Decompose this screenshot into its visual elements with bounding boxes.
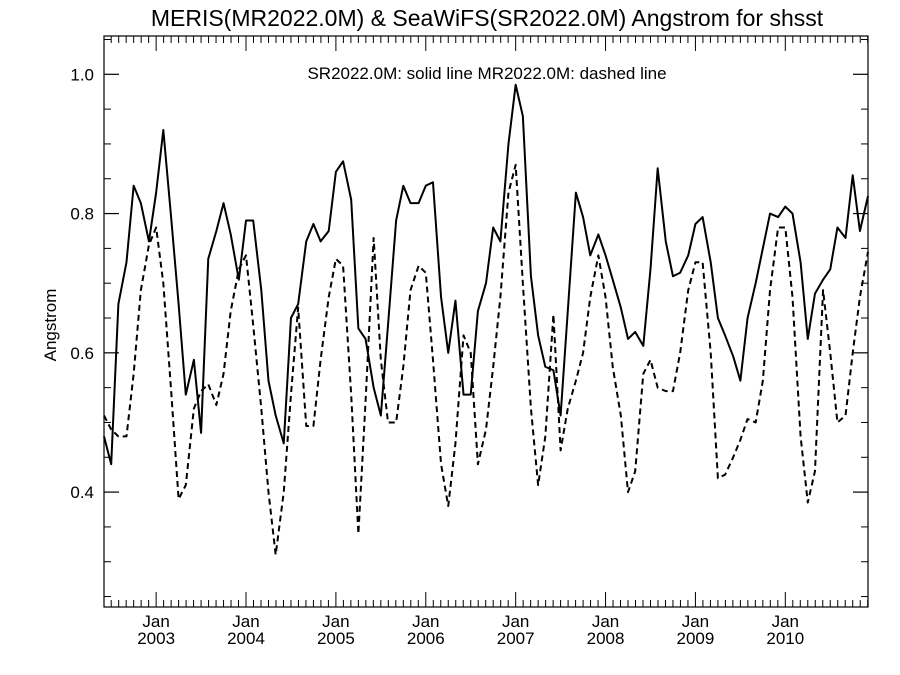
series-line-mr2022-0m [103, 163, 869, 556]
x-tick-label-year: 2006 [407, 629, 445, 648]
series-layer [103, 83, 869, 556]
x-tick-label-month: Jan [232, 612, 259, 631]
plot-frame [103, 35, 869, 608]
x-tick-label-month: Jan [682, 612, 709, 631]
y-tick-label: 0.4 [70, 483, 94, 502]
x-tick-label-year: 2007 [497, 629, 535, 648]
series-line-sr2022-0m [103, 83, 869, 466]
x-tick-label-month: Jan [412, 612, 439, 631]
axis-tick-labels: 0.40.60.81.0Jan2003Jan2004Jan2005Jan2006… [70, 65, 804, 648]
x-tick-label-year: 2008 [587, 629, 625, 648]
legend-note: SR2022.0M: solid line MR2022.0M: dashed … [307, 64, 666, 83]
x-tick-label-year: 2003 [137, 629, 175, 648]
x-tick-label-year: 2004 [227, 629, 265, 648]
y-axis-label: Angstrom [41, 289, 60, 362]
x-tick-label-month: Jan [142, 612, 169, 631]
chart-title: MERIS(MR2022.0M) & SeaWiFS(SR2022.0M) An… [151, 5, 824, 31]
x-tick-label-year: 2005 [317, 629, 355, 648]
y-tick-label: 0.8 [70, 205, 94, 224]
x-tick-label-month: Jan [772, 612, 799, 631]
axis-ticks [104, 36, 869, 607]
y-tick-label: 0.6 [70, 344, 94, 363]
x-tick-label-month: Jan [322, 612, 349, 631]
x-tick-label-year: 2009 [677, 629, 715, 648]
y-tick-label: 1.0 [70, 65, 94, 84]
x-tick-label-month: Jan [502, 612, 529, 631]
x-tick-label-year: 2010 [766, 629, 804, 648]
x-tick-label-month: Jan [592, 612, 619, 631]
